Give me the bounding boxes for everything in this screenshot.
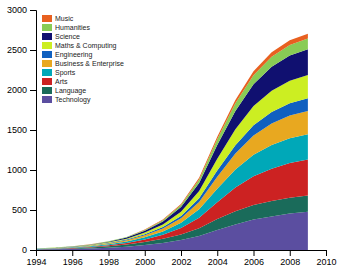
legend-swatch [42,51,52,58]
tick-mark [326,250,327,256]
chart: 1994 1996 1998 2000 2002 2004 2006 2008 2010 0 500… [0,0,340,272]
area [36,134,308,249]
legend-label: Maths & Computing [55,42,117,50]
tick-label: 1996 [63,257,83,267]
tick: 2000 [7,85,36,95]
legend-item: Technology [42,96,91,104]
legend-swatch [42,60,52,67]
tick-mark [181,250,182,256]
tick-label: 2000 [7,85,27,95]
legend-swatch [42,69,52,76]
tick: 2010 [316,250,336,267]
legend-item: Arts [42,78,68,85]
legend-swatch [42,24,52,31]
legend-label: Music [55,15,74,22]
legend-label: Science [55,33,80,40]
tick-label: 500 [12,205,27,215]
tick: 2002 [171,250,191,267]
legend-item: Maths & Computing [42,42,117,50]
legend-item: Science [42,33,80,40]
tick-label: 2006 [244,257,264,267]
tick-mark [30,210,36,211]
legend-label: Humanities [55,24,91,31]
legend-swatch [42,15,52,22]
tick-mark [30,250,36,251]
tick: 2008 [280,250,300,267]
tick-mark [109,250,110,256]
area [36,111,308,249]
tick-label: 2000 [135,257,155,267]
tick-label: 2500 [7,45,27,55]
tick-label: 2002 [171,257,191,267]
tick: 500 [12,205,36,215]
tick-mark [30,90,36,91]
tick: 1994 [26,250,46,267]
plot: 1994 1996 1998 2000 2002 2004 2006 2008 2010 0 500… [7,5,337,267]
legend-item: Sports [42,69,76,77]
legend-label: Language [55,87,86,95]
legend-label: Business & Enterprise [55,60,124,68]
tick: 2006 [244,250,264,267]
legend-label: Technology [55,96,91,104]
area [36,98,308,249]
axis-line [37,251,327,257]
legend-item: Language [42,87,86,95]
tick-label: 2008 [280,257,300,267]
tick-mark [290,250,291,256]
area [36,34,308,249]
tick-mark [145,250,146,256]
area [36,39,308,249]
axis-line [30,11,37,251]
legend-swatch [42,42,52,49]
tick-mark [30,170,36,171]
tick-mark [30,10,36,11]
tick-label: 2010 [316,257,336,267]
tick: 1998 [99,250,119,267]
y-axis: 0 500 1000 1500 2000 2500 3000 [7,5,37,255]
legend: Music Humanities Science Maths & ComputingE… [42,15,124,104]
legend-label: Arts [55,78,68,85]
legend-swatch [42,78,52,85]
legend-swatch [42,87,52,94]
tick-label: 1500 [7,125,27,135]
area [36,160,308,250]
tick-label: 3000 [7,5,27,15]
tick-label: 2004 [208,257,228,267]
tick: 0 [22,245,36,255]
legend-label: Sports [55,69,76,77]
tick: 2004 [208,250,228,267]
tick: 3000 [7,5,36,15]
legend-swatch [42,96,52,103]
legend-item: Music [42,15,74,22]
tick-mark [217,250,218,256]
tick-label: 1998 [99,257,119,267]
area [36,49,308,249]
tick: 1996 [63,250,83,267]
tick-label: 1000 [7,165,27,175]
legend-item: Engineering [42,51,92,59]
tick-mark [30,50,36,51]
legend-item: Business & Enterprise [42,60,124,68]
tick-mark [254,250,255,256]
legend-item: Humanities [42,24,91,31]
legend-label: Engineering [55,51,92,59]
tick-mark [72,250,73,256]
tick: 1500 [7,125,36,135]
legend-swatch [42,33,52,40]
tick: 2000 [135,250,155,267]
tick-label: 0 [22,245,27,255]
tick: 1000 [7,165,36,175]
tick: 2500 [7,45,36,55]
x-axis: 1994 1996 1998 2000 2002 2004 2006 2008 2010 [26,250,336,267]
tick-label: 1994 [26,257,46,267]
area [36,75,308,249]
tick-mark [30,130,36,131]
areas [36,34,308,250]
